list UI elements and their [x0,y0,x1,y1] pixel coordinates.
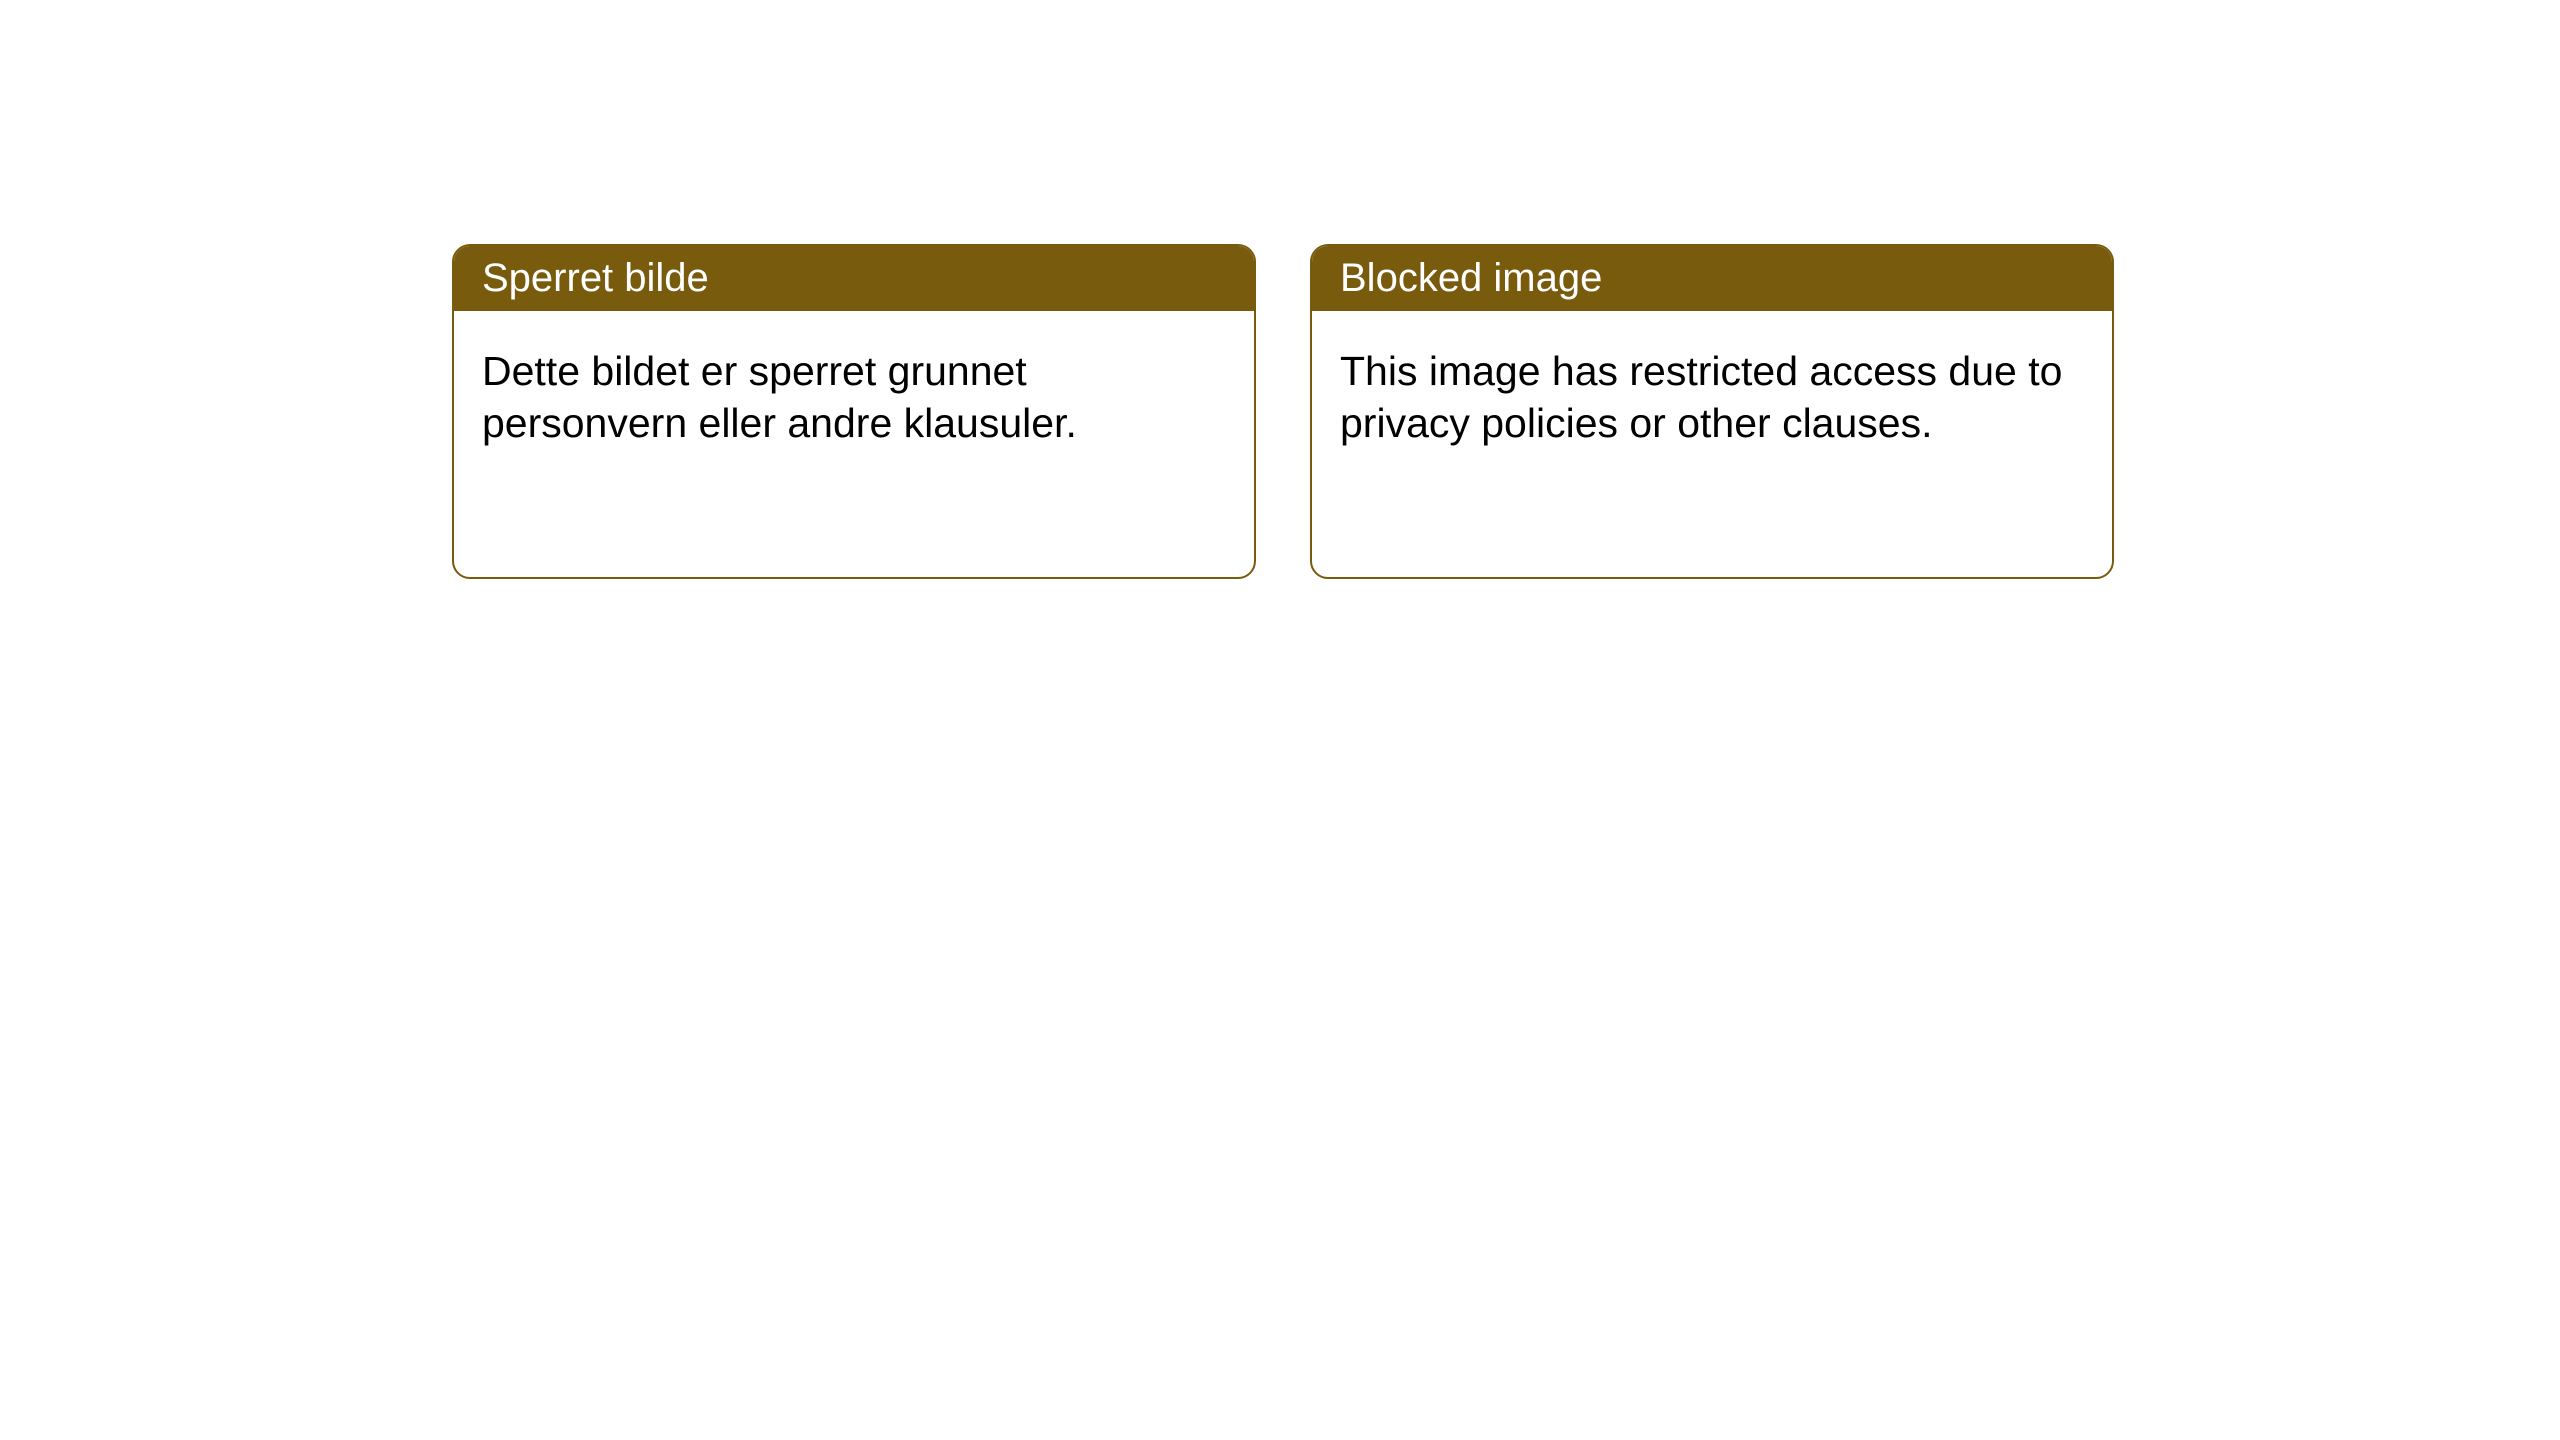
blocked-image-card-norwegian: Sperret bilde Dette bildet er sperret gr… [452,244,1256,579]
card-title: Blocked image [1340,256,1602,300]
blocked-image-cards-container: Sperret bilde Dette bildet er sperret gr… [452,244,2114,579]
blocked-image-card-english: Blocked image This image has restricted … [1310,244,2114,579]
card-title: Sperret bilde [482,256,709,300]
card-body-text: This image has restricted access due to … [1340,348,2062,446]
card-header: Sperret bilde [454,246,1254,311]
card-header: Blocked image [1312,246,2112,311]
card-body: This image has restricted access due to … [1312,311,2112,484]
card-body-text: Dette bildet er sperret grunnet personve… [482,348,1077,446]
card-body: Dette bildet er sperret grunnet personve… [454,311,1254,484]
